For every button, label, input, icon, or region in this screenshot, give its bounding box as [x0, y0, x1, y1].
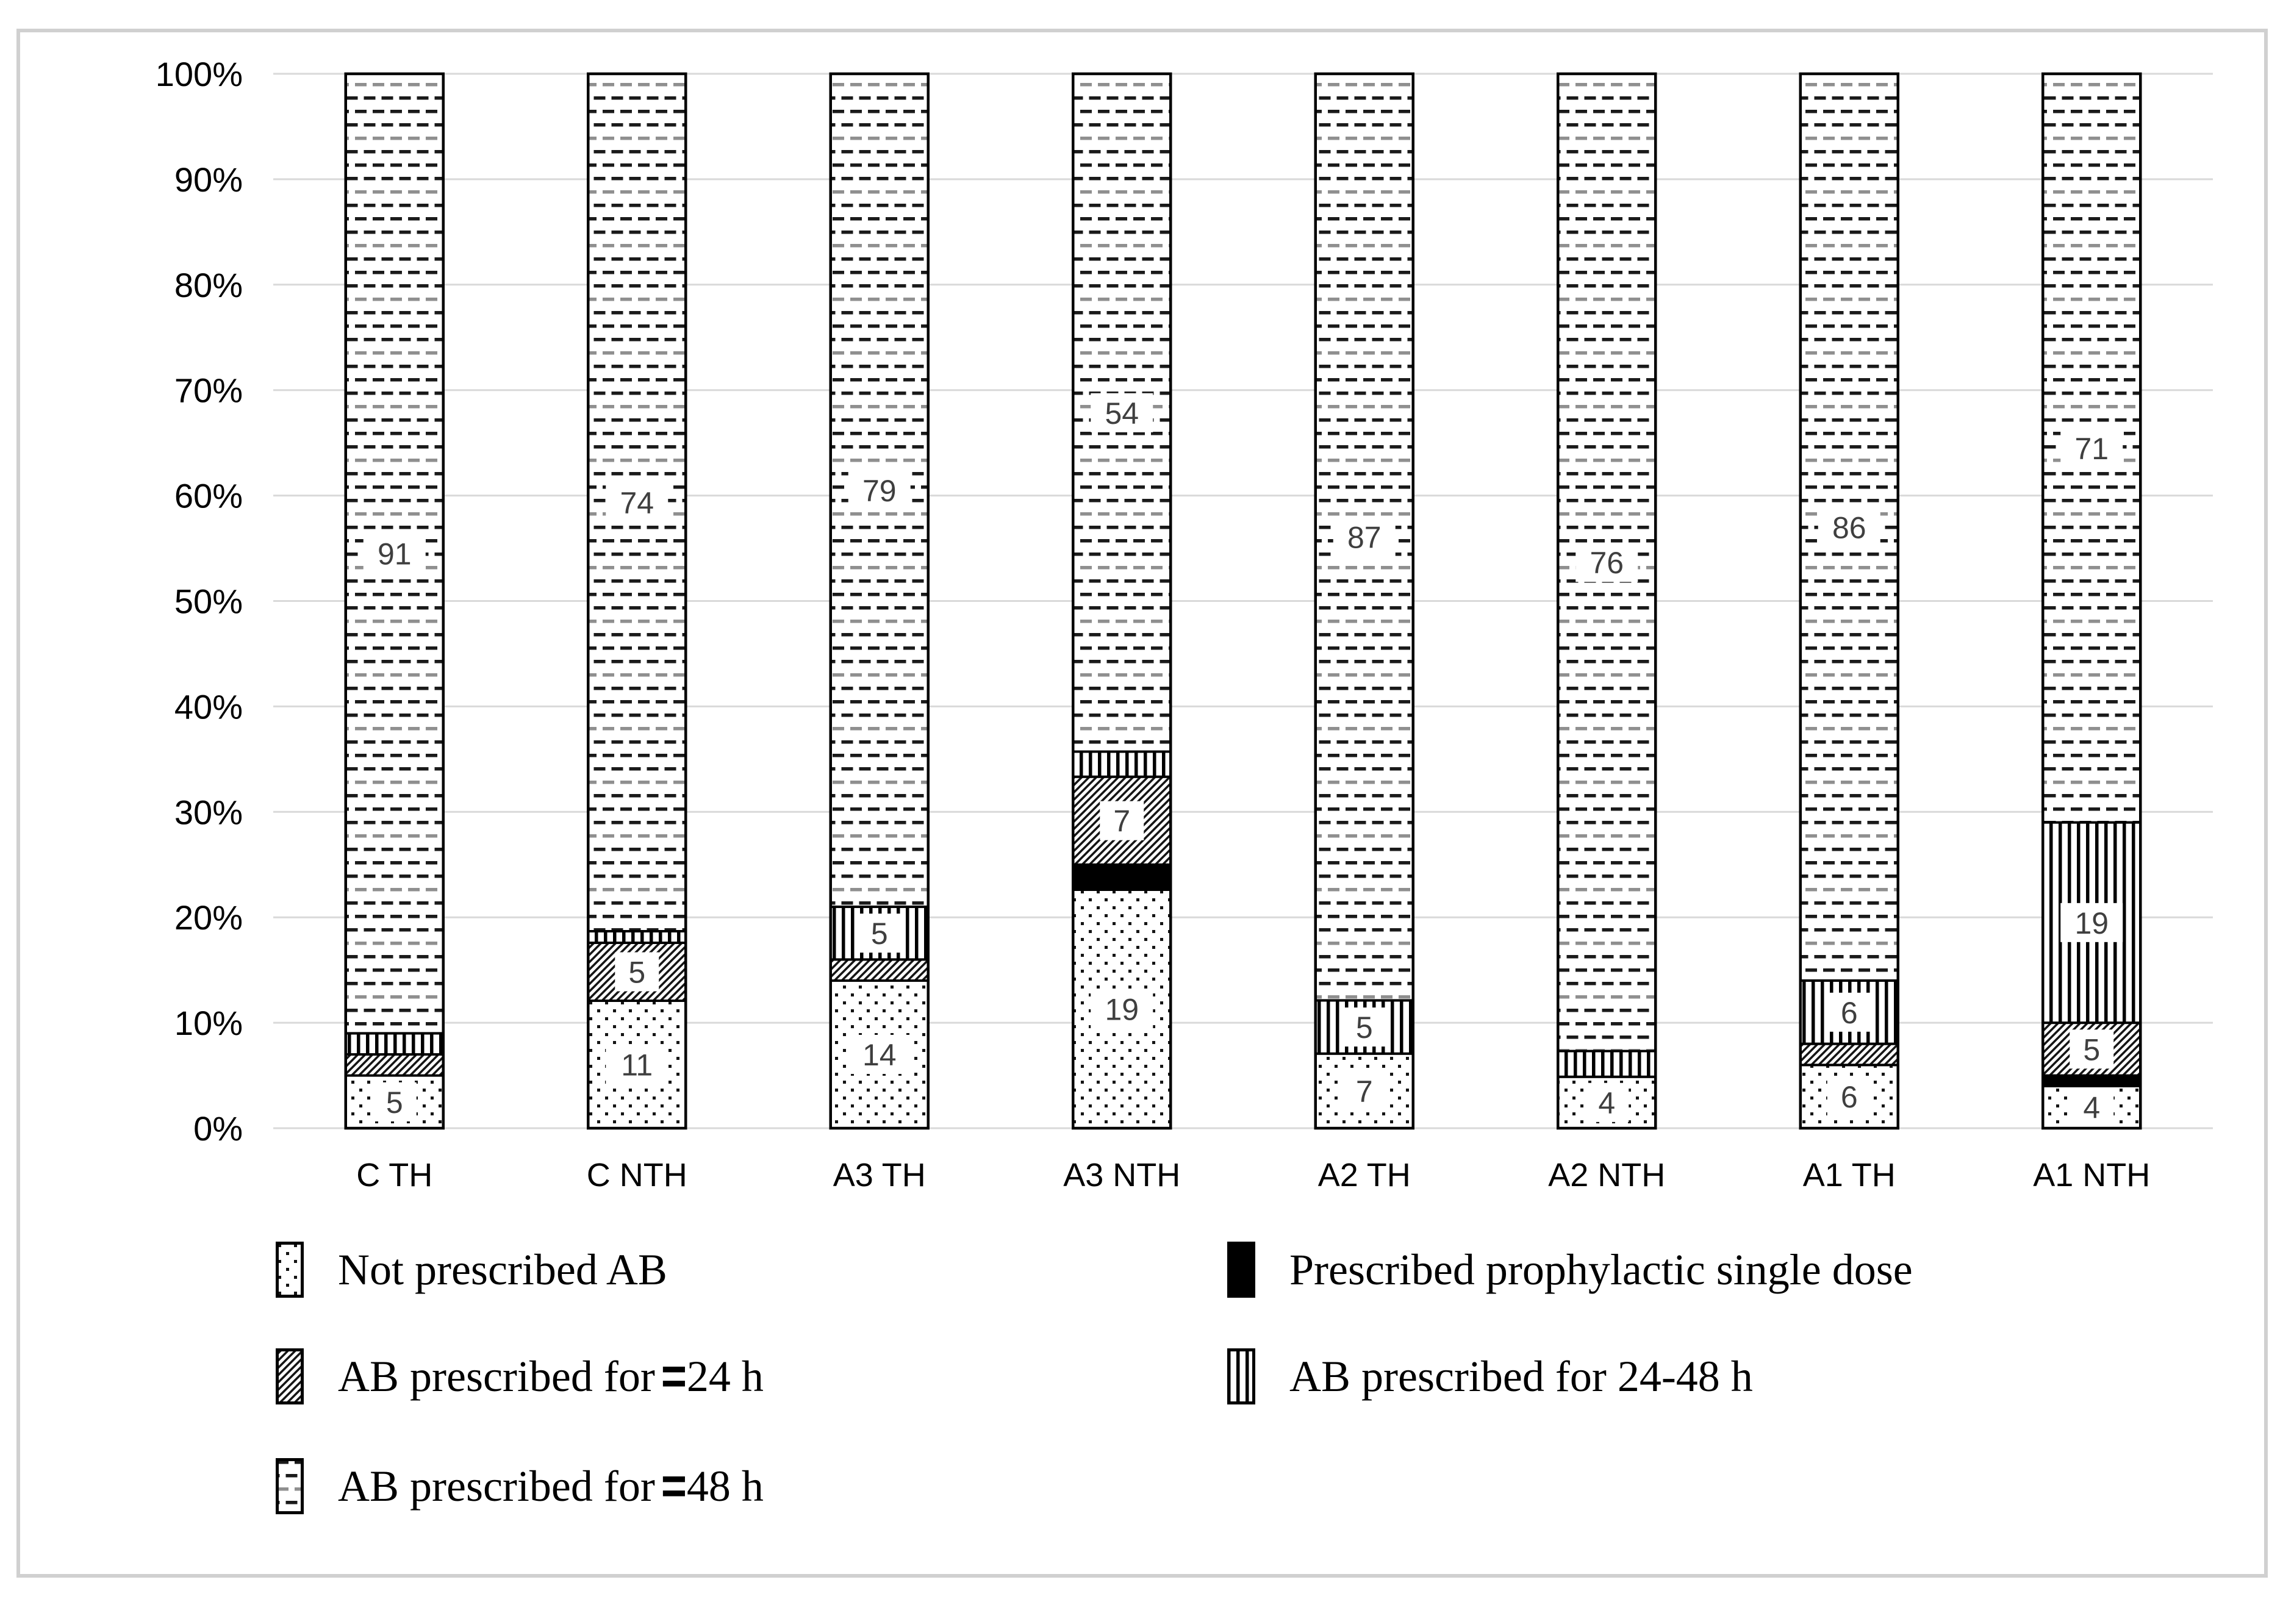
y-tick-label: 10% [174, 1004, 243, 1042]
value-label-box [615, 952, 659, 992]
bar-value-label: 5 [1356, 1011, 1373, 1045]
bar-value-label: 91 [378, 537, 412, 571]
bar-value-label: 5 [628, 956, 645, 990]
value-label-box [2070, 1029, 2114, 1069]
bar-value-label: 5 [871, 917, 888, 951]
y-tick-label: 50% [174, 582, 243, 621]
value-label-box [1575, 543, 1638, 582]
value-label-box [372, 1082, 417, 1121]
bar-segment [1072, 863, 1172, 892]
value-label-box [1342, 1071, 1386, 1111]
value-label-box [848, 471, 911, 510]
value-label-box [1585, 1082, 1629, 1122]
bar-outline [1799, 72, 1899, 1130]
bar-value-label: 54 [1105, 396, 1139, 431]
x-category-label: A3 TH [833, 1157, 926, 1193]
bar-segment [1072, 750, 1172, 778]
y-tick-label: 70% [174, 371, 243, 410]
y-tick-label: 90% [174, 160, 243, 199]
bar-value-label: 79 [862, 474, 897, 508]
x-category-label: A1 TH [1803, 1157, 1896, 1193]
bar-outline [829, 72, 930, 1130]
value-label-box [848, 1035, 911, 1074]
value-label-box [1342, 1007, 1386, 1047]
bar-value-label: 71 [2074, 432, 2109, 466]
bar-value-label: 11 [621, 1048, 653, 1082]
y-tick-label: 80% [174, 266, 243, 304]
bar-outline [1557, 72, 1657, 1130]
y-tick-label: 20% [174, 898, 243, 937]
figure-frame [16, 29, 2268, 1578]
y-tick-label: 60% [174, 477, 243, 515]
bar-outline [344, 72, 445, 1130]
bar-outline [1314, 72, 1414, 1130]
bar-segment [344, 1053, 445, 1077]
bar-value-label: 7 [1356, 1075, 1373, 1109]
bar-outline [2041, 72, 2142, 1130]
bar-value-label: 74 [620, 486, 654, 520]
value-label-box [1827, 992, 1871, 1032]
bar-segment [829, 958, 930, 982]
bar-segment [2041, 1074, 2142, 1087]
value-label-box [606, 483, 668, 522]
x-category-label: A3 NTH [1063, 1157, 1180, 1193]
value-label-box [1827, 1077, 1871, 1117]
y-tick-label: 100% [156, 55, 243, 93]
y-tick-label: 40% [174, 687, 243, 726]
value-label-box [1333, 517, 1396, 557]
x-category-label: A2 NTH [1548, 1157, 1665, 1193]
bar-value-label: 5 [2083, 1032, 2100, 1067]
bar-value-label: 76 [1590, 546, 1624, 580]
bar-value-label: 19 [2074, 906, 2109, 940]
bar-segment [587, 930, 687, 944]
bar-outline [1072, 72, 1172, 1130]
value-label-box [1100, 801, 1144, 840]
bar-value-label: 4 [1598, 1086, 1615, 1120]
value-label-box [2060, 428, 2123, 468]
value-label-box [1818, 507, 1880, 547]
bar-value-label: 5 [386, 1086, 403, 1120]
bar-value-label: 6 [1841, 1080, 1858, 1114]
bar-segment [344, 1032, 445, 1056]
value-label-box [2060, 903, 2123, 942]
x-category-label: A2 TH [1318, 1157, 1411, 1193]
bar-value-label: 14 [862, 1038, 897, 1072]
bar-segment [1799, 1042, 1899, 1067]
value-label-box [606, 1045, 668, 1084]
value-label-box [1091, 393, 1153, 432]
bar-value-label: 19 [1105, 993, 1139, 1027]
x-category-label: A1 NTH [2033, 1157, 2150, 1193]
bar-value-label: 7 [1113, 804, 1130, 839]
x-category-label: C TH [356, 1157, 432, 1193]
bar-outline [587, 72, 687, 1130]
x-category-label: C NTH [587, 1157, 687, 1193]
bar-value-label: 4 [2083, 1090, 2100, 1125]
value-label-box [2070, 1087, 2114, 1127]
y-tick-label: 0% [193, 1109, 243, 1148]
value-label-box [363, 534, 426, 573]
bar-value-label: 6 [1841, 996, 1858, 1030]
value-label-box [857, 914, 901, 953]
value-label-box [1091, 989, 1153, 1029]
bar-value-label: 86 [1832, 511, 1866, 545]
bar-value-label: 87 [1347, 521, 1382, 555]
bar-segment [1557, 1050, 1657, 1078]
y-tick-label: 30% [174, 793, 243, 831]
